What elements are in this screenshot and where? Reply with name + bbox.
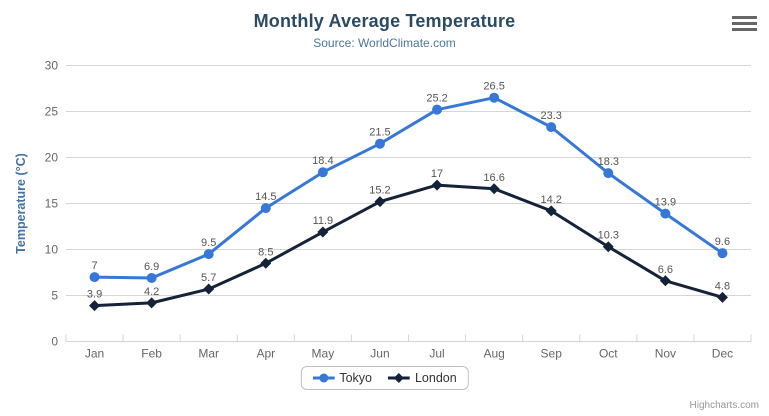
x-tick-label: Jul (429, 347, 444, 361)
y-tick-label: 0 (51, 335, 58, 349)
legend-marker-tokyo (312, 373, 335, 383)
legend-marker-london (387, 373, 410, 383)
marker-tokyo[interactable] (374, 138, 385, 149)
data-label-london: 14.2 (540, 194, 561, 206)
marker-london[interactable] (659, 275, 671, 287)
marker-tokyo[interactable] (432, 104, 443, 115)
series-line-tokyo (93, 96, 724, 280)
marker-tokyo[interactable] (489, 92, 500, 103)
y-tick-label: 5 (51, 289, 58, 303)
y-tick-label: 10 (45, 243, 59, 257)
data-label-london: 6.6 (658, 264, 673, 276)
marker-tokyo[interactable] (546, 122, 557, 133)
x-tick-label: Sep (541, 347, 563, 361)
marker-london[interactable] (374, 196, 386, 208)
marker-london[interactable] (203, 283, 215, 295)
marker-london[interactable] (317, 226, 329, 238)
chart-title: Monthly Average Temperature (253, 11, 516, 31)
data-label-tokyo: 6.9 (144, 261, 159, 273)
marker-london[interactable] (545, 205, 557, 217)
marker-tokyo[interactable] (717, 248, 728, 259)
data-label-london: 4.8 (715, 280, 730, 292)
series-line-london (93, 183, 724, 308)
hamburger-icon (732, 22, 757, 25)
marker-tokyo[interactable] (603, 168, 614, 179)
marker-london[interactable] (260, 257, 272, 269)
x-tick-label: Jun (370, 347, 389, 361)
data-label-tokyo: 9.6 (715, 236, 730, 248)
legend-label-london: London (414, 371, 457, 385)
marker-london[interactable] (602, 241, 614, 253)
data-label-london: 4.2 (144, 286, 159, 298)
data-label-london: 11.9 (313, 215, 334, 227)
yaxis-title: Temperature (°C) (14, 153, 28, 254)
y-tick-label: 15 (45, 197, 59, 211)
legend-item-london[interactable]: London (387, 371, 457, 385)
data-label-tokyo: 14.5 (255, 191, 276, 203)
data-label-tokyo: 9.5 (201, 237, 216, 249)
marker-london[interactable] (431, 179, 443, 191)
x-tick-label: Jan (85, 347, 104, 361)
x-tick-label: Dec (712, 347, 733, 361)
data-label-tokyo: 18.4 (312, 155, 333, 167)
context-menu-button[interactable] (732, 14, 757, 33)
marker-london[interactable] (146, 297, 158, 309)
chart-subtitle: Source: WorldClimate.com (313, 36, 456, 50)
data-label-london: 3.9 (87, 289, 102, 301)
x-tick-label: Mar (198, 347, 219, 361)
x-tick-label: Oct (599, 347, 618, 361)
legend: Tokyo London (300, 366, 469, 390)
data-label-london: 17 (431, 168, 443, 180)
data-label-tokyo: 23.3 (540, 110, 561, 122)
y-tick-label: 20 (45, 151, 59, 165)
marker-tokyo[interactable] (660, 208, 671, 219)
data-label-london: 16.6 (483, 172, 504, 184)
data-label-tokyo: 18.3 (598, 156, 619, 168)
x-tick-label: Feb (141, 347, 162, 361)
y-tick-label: 30 (45, 59, 59, 73)
data-label-london: 15.2 (369, 185, 390, 197)
marker-tokyo[interactable] (317, 167, 328, 178)
marker-london[interactable] (488, 183, 500, 195)
data-label-tokyo: 26.5 (483, 81, 504, 93)
hamburger-icon (732, 16, 757, 19)
marker-london[interactable] (716, 291, 728, 303)
hamburger-icon (732, 28, 757, 31)
data-label-london: 10.3 (598, 230, 619, 242)
marker-london[interactable] (89, 300, 101, 312)
data-label-tokyo: 7 (91, 260, 97, 272)
x-tick-label: Apr (256, 347, 275, 361)
marker-tokyo[interactable] (146, 273, 157, 284)
legend-label-tokyo: Tokyo (339, 371, 372, 385)
data-label-london: 8.5 (258, 246, 273, 258)
data-label-london: 5.7 (201, 272, 216, 284)
x-tick-label: May (312, 347, 335, 361)
data-label-tokyo: 13.9 (655, 197, 676, 209)
marker-tokyo[interactable] (260, 203, 271, 214)
credits-link[interactable]: Highcharts.com (689, 400, 759, 411)
data-label-tokyo: 25.2 (426, 93, 447, 105)
marker-tokyo[interactable] (203, 249, 214, 260)
x-tick-label: Aug (483, 347, 504, 361)
x-tick-label: Nov (655, 347, 676, 361)
y-tick-label: 25 (45, 105, 59, 119)
legend-item-tokyo[interactable]: Tokyo (312, 371, 372, 385)
data-label-tokyo: 21.5 (369, 127, 390, 139)
marker-tokyo[interactable] (89, 272, 100, 283)
